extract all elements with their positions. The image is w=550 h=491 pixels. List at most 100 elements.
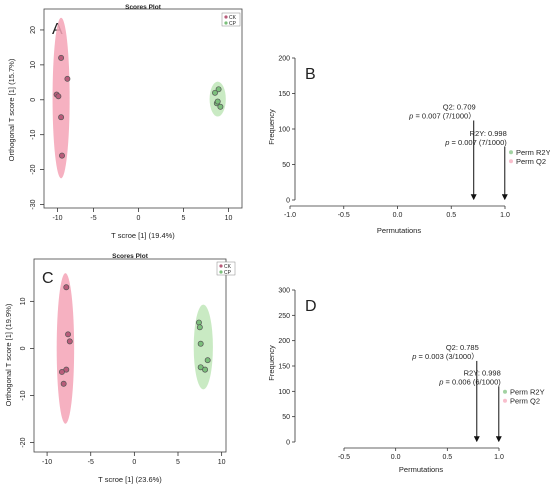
y-tick-label: 150 (278, 364, 290, 371)
y-tick-label: -20 (20, 437, 27, 447)
x-tick-label: -5 (90, 215, 96, 222)
annotation-p-text: = 0.006 (6/1000) (446, 377, 502, 386)
x-tick-label: 0.5 (446, 212, 456, 219)
annotation-q2-p: p = 0.007 (7/1000） (408, 111, 476, 120)
y-tick-label: -20 (30, 164, 37, 174)
x-axis: -1.0 -0.5 0.0 0.5 1.0 (284, 205, 510, 219)
x-tick-label: -10 (52, 215, 62, 222)
annotation-r2y-p: p = 0.006 (6/1000) (438, 377, 501, 386)
panel-label: D (305, 298, 317, 315)
y-axis: 0 50 100 150 200 (278, 56, 296, 205)
plot-area (473, 360, 502, 443)
legend: CK CP (221, 12, 241, 27)
legend: CK CP (216, 261, 236, 276)
data-point-cp (204, 357, 211, 364)
y-tick-label: 0 (286, 198, 290, 205)
legend-entry-cp: CP (229, 21, 237, 27)
annotation-p-text: = 0.007 (7/1000) (452, 138, 508, 147)
annotation-colon: : (453, 102, 457, 111)
confidence-ellipse-ck (52, 17, 70, 179)
x-tick-label: 0.5 (442, 454, 452, 461)
y-tick-label: 0 (30, 98, 37, 102)
annotation-number: 0.709 (457, 102, 476, 111)
y-axis: -20 -10 0 10 (20, 297, 34, 448)
annotation-colon: : (478, 368, 482, 377)
annotation-number: 0.785 (460, 343, 479, 352)
x-tick-label: 10 (225, 215, 233, 222)
annotation-q2-p: p = 0.003 (3/1000） (411, 352, 479, 361)
plot-area (56, 273, 213, 424)
data-point-ck (64, 75, 71, 82)
legend-entry: Perm Q2 (516, 157, 546, 166)
plot-frame (33, 258, 227, 453)
panel-label: C (42, 270, 54, 287)
annotation-colon: : (456, 343, 460, 352)
x-axis-label: T scroe [1] (23.6%) (98, 475, 162, 484)
y-tick-label: 10 (30, 61, 37, 69)
x-axis: -5 0 5 10 -10 (52, 208, 232, 222)
confidence-ellipse-ck (56, 273, 75, 424)
legend-marker-cp (219, 270, 223, 274)
annotation-label: R2Y (464, 368, 479, 377)
panel-b: B -1.0 -0.5 0.0 0.5 1.0 0 50 100 150 200 Q2: 0.7… (267, 56, 550, 236)
legend-marker (503, 398, 507, 403)
y-tick-label: 150 (278, 91, 290, 98)
annotation-label: R2Y (470, 129, 485, 138)
x-tick-label: 1.0 (494, 454, 504, 461)
x-tick-label: -0.5 (338, 212, 350, 219)
data-point-cp (217, 103, 224, 110)
plot-title: Scores Plot (112, 253, 149, 260)
legend-entry: Perm Q2 (510, 396, 540, 405)
data-point-cp (214, 98, 221, 105)
data-point-ck (58, 54, 65, 61)
data-point-ck (58, 369, 65, 375)
x-tick-label: -5 (88, 459, 94, 466)
annotation-label: Q2 (446, 343, 456, 352)
data-point-ck (66, 338, 73, 345)
plot-title: Scores Plot (125, 4, 162, 11)
annotation-p-symbol: p (438, 377, 445, 386)
annotation-p-text: = 0.007 (7/1000） (415, 111, 475, 120)
data-point-ck (55, 93, 62, 100)
data-point-ck (65, 331, 71, 338)
panel-label: B (305, 66, 316, 83)
y-axis-label: Frequency (267, 109, 276, 145)
x-tick-label: 5 (182, 215, 186, 222)
panel-d: D -0.5 0.0 0.5 1.0 0 50 100 150 200 250 300 Q2: 0… (267, 288, 545, 475)
annotation-r2y-p: p = 0.007 (7/1000) (444, 138, 507, 147)
y-tick-label: 200 (278, 338, 290, 345)
y-tick-label: 0 (20, 346, 27, 350)
legend-marker-ck (219, 264, 223, 268)
x-axis: -10 -5 0 5 10 (42, 452, 226, 466)
x-axis-label: Permutations (399, 465, 443, 474)
annotation-p-symbol: p (408, 111, 415, 120)
legend-marker (509, 150, 513, 155)
annotation-p-symbol: p (444, 138, 451, 147)
y-tick-label: 50 (282, 162, 290, 169)
data-point-cp (196, 324, 203, 331)
annotation-p-symbol: p (411, 352, 418, 361)
plot-area (470, 120, 508, 201)
x-axis: -0.5 0.0 0.5 1.0 (338, 447, 504, 461)
annotation-label: Q2 (443, 102, 453, 111)
y-tick-label: 20 (30, 26, 37, 34)
data-point-ck (63, 284, 70, 291)
annotation-q2-value: Q2: 0.709 (443, 102, 476, 111)
y-tick-label: 100 (278, 389, 290, 396)
annotation-p-text: = 0.003 (3/1000） (419, 352, 479, 361)
y-tick-label: 300 (278, 288, 290, 295)
x-tick-label: 5 (176, 459, 180, 466)
data-point-cp (215, 86, 222, 93)
y-axis: -30 -20 -10 0 10 20 (30, 26, 44, 210)
data-point-ck (59, 152, 65, 159)
data-point-cp (212, 89, 218, 96)
legend-entry: Perm R2Y (516, 148, 550, 157)
y-tick-label: -10 (30, 130, 37, 140)
x-tick-label: 1.0 (500, 212, 510, 219)
legend-marker (509, 159, 513, 164)
x-axis-label: T scroe [1] (19.4%) (111, 231, 175, 240)
